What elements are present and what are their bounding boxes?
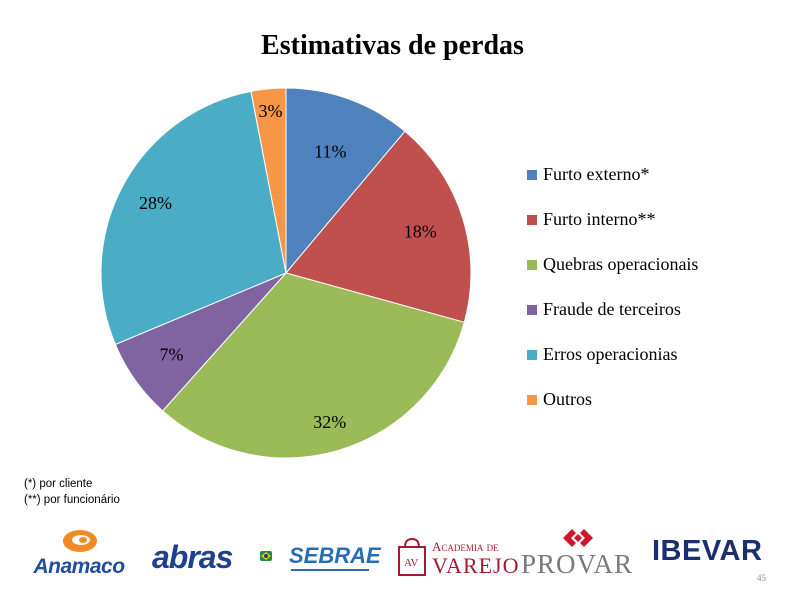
sponsor-logos: Anamaco abras SEBRAE AV Academia de Vare…	[0, 525, 800, 585]
legend-item: Erros operacionias	[527, 332, 698, 377]
legend-label: Outros	[543, 389, 592, 409]
pie-slice	[161, 272, 465, 459]
pie-slice	[285, 130, 472, 323]
provar-wordmark: PROVAR	[521, 549, 634, 579]
chart-title: Estimativas de perdas	[261, 30, 524, 61]
pie-chart: 11% 18% 32% 7% 28% 3%	[100, 87, 472, 459]
sebrae-stripe	[291, 569, 369, 571]
legend-label: Fraude de terceiros	[543, 299, 681, 319]
legend-item: Outros	[527, 377, 698, 422]
slice-data-label: 3%	[259, 101, 283, 121]
legend-label: Furto externo*	[543, 164, 650, 184]
ibevar-logo: IBEVAR	[652, 535, 777, 575]
legend-swatch	[527, 259, 537, 270]
anamaco-logo: Anamaco	[20, 527, 138, 583]
slice-data-label: 7%	[159, 345, 183, 365]
legend-swatch	[527, 169, 537, 180]
academia-bag-mark: AV	[404, 557, 419, 569]
pie-slice	[250, 87, 287, 274]
legend-item: Fraude de terceiros	[527, 287, 698, 332]
legend-swatch	[527, 214, 537, 225]
legend-item: Furto interno**	[527, 197, 698, 242]
legend-label: Furto interno**	[543, 209, 656, 229]
pie-slice	[100, 90, 287, 346]
legend-label: Quebras operacionais	[543, 254, 699, 274]
slice-data-label: 18%	[404, 221, 437, 241]
anamaco-mark-icon	[63, 530, 97, 552]
pie-slice	[285, 87, 406, 275]
slice-data-label: 11%	[314, 141, 346, 161]
brazil-flag-icon	[260, 551, 272, 561]
provar-logo: PROVAR	[521, 527, 643, 581]
abras-wordmark: abras	[152, 539, 233, 575]
sebrae-wordmark: SEBRAE	[289, 543, 381, 568]
abras-logo: abras	[152, 539, 277, 579]
academia-varejo-logo: AV Academia de Varejo	[396, 529, 519, 581]
shopping-bag-icon	[398, 537, 426, 576]
legend-label: Erros operacionias	[543, 344, 678, 364]
chart-legend: Furto externo* Furto interno** Quebras o…	[527, 152, 698, 422]
legend-swatch	[527, 394, 537, 405]
footnote-cliente: (*) por cliente	[24, 478, 93, 490]
footnotes: (*) por cliente (**) por funcionário	[24, 476, 120, 508]
slice-data-label: 32%	[313, 412, 346, 432]
legend-swatch	[527, 304, 537, 315]
legend-item: Quebras operacionais	[527, 242, 698, 287]
slice-data-label: 28%	[139, 193, 172, 213]
provar-mark-icon	[563, 529, 593, 547]
anamaco-wordmark: Anamaco	[33, 555, 125, 578]
ibevar-wordmark: IBEVAR	[652, 535, 763, 567]
footnote-funcionario: (**) por funcionário	[24, 494, 120, 506]
academia-wordmark-line1: Academia de	[432, 539, 499, 554]
academia-wordmark-line2: Varejo	[432, 553, 520, 578]
sebrae-logo: SEBRAE	[289, 539, 381, 575]
page-number: 45	[757, 573, 766, 583]
legend-swatch	[527, 349, 537, 360]
legend-item: Furto externo*	[527, 152, 698, 197]
